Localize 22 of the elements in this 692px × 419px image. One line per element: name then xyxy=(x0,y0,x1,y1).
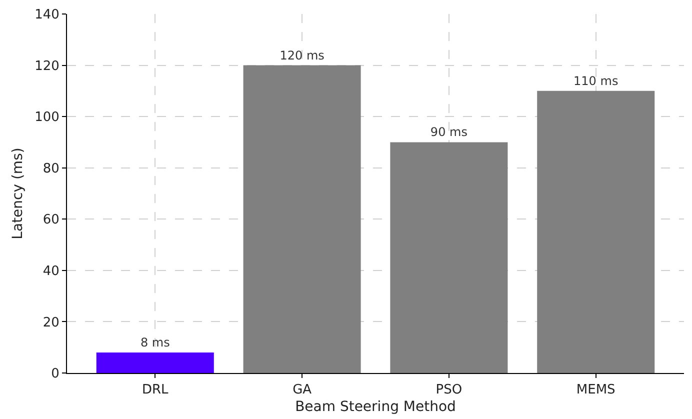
x-tick-label: MEMS xyxy=(576,382,616,398)
y-tick-label: 20 xyxy=(42,315,60,330)
data-label: 8 ms xyxy=(140,335,170,350)
bar xyxy=(537,90,655,373)
y-tick-label: 60 xyxy=(42,212,60,228)
y-tick-label: 120 xyxy=(34,58,60,74)
data-label: 120 ms xyxy=(280,48,324,62)
y-axis-title: Latency (ms) xyxy=(10,148,26,240)
y-tick-label: 80 xyxy=(42,161,60,176)
y-tick-label: 100 xyxy=(34,110,60,126)
x-tick-label: PSO xyxy=(436,382,462,398)
x-tick-label: GA xyxy=(292,382,312,398)
x-axis-title: Beam Steering Method xyxy=(295,398,456,415)
bar xyxy=(96,352,214,373)
data-label: 110 ms xyxy=(574,74,618,88)
bar xyxy=(243,65,361,373)
x-tick-label: DRL xyxy=(142,382,170,398)
y-tick-label: 40 xyxy=(42,264,60,279)
y-tick-label: 0 xyxy=(51,366,60,382)
data-label: 90 ms xyxy=(430,125,468,140)
bar xyxy=(390,142,508,373)
y-tick-label: 140 xyxy=(34,8,60,23)
